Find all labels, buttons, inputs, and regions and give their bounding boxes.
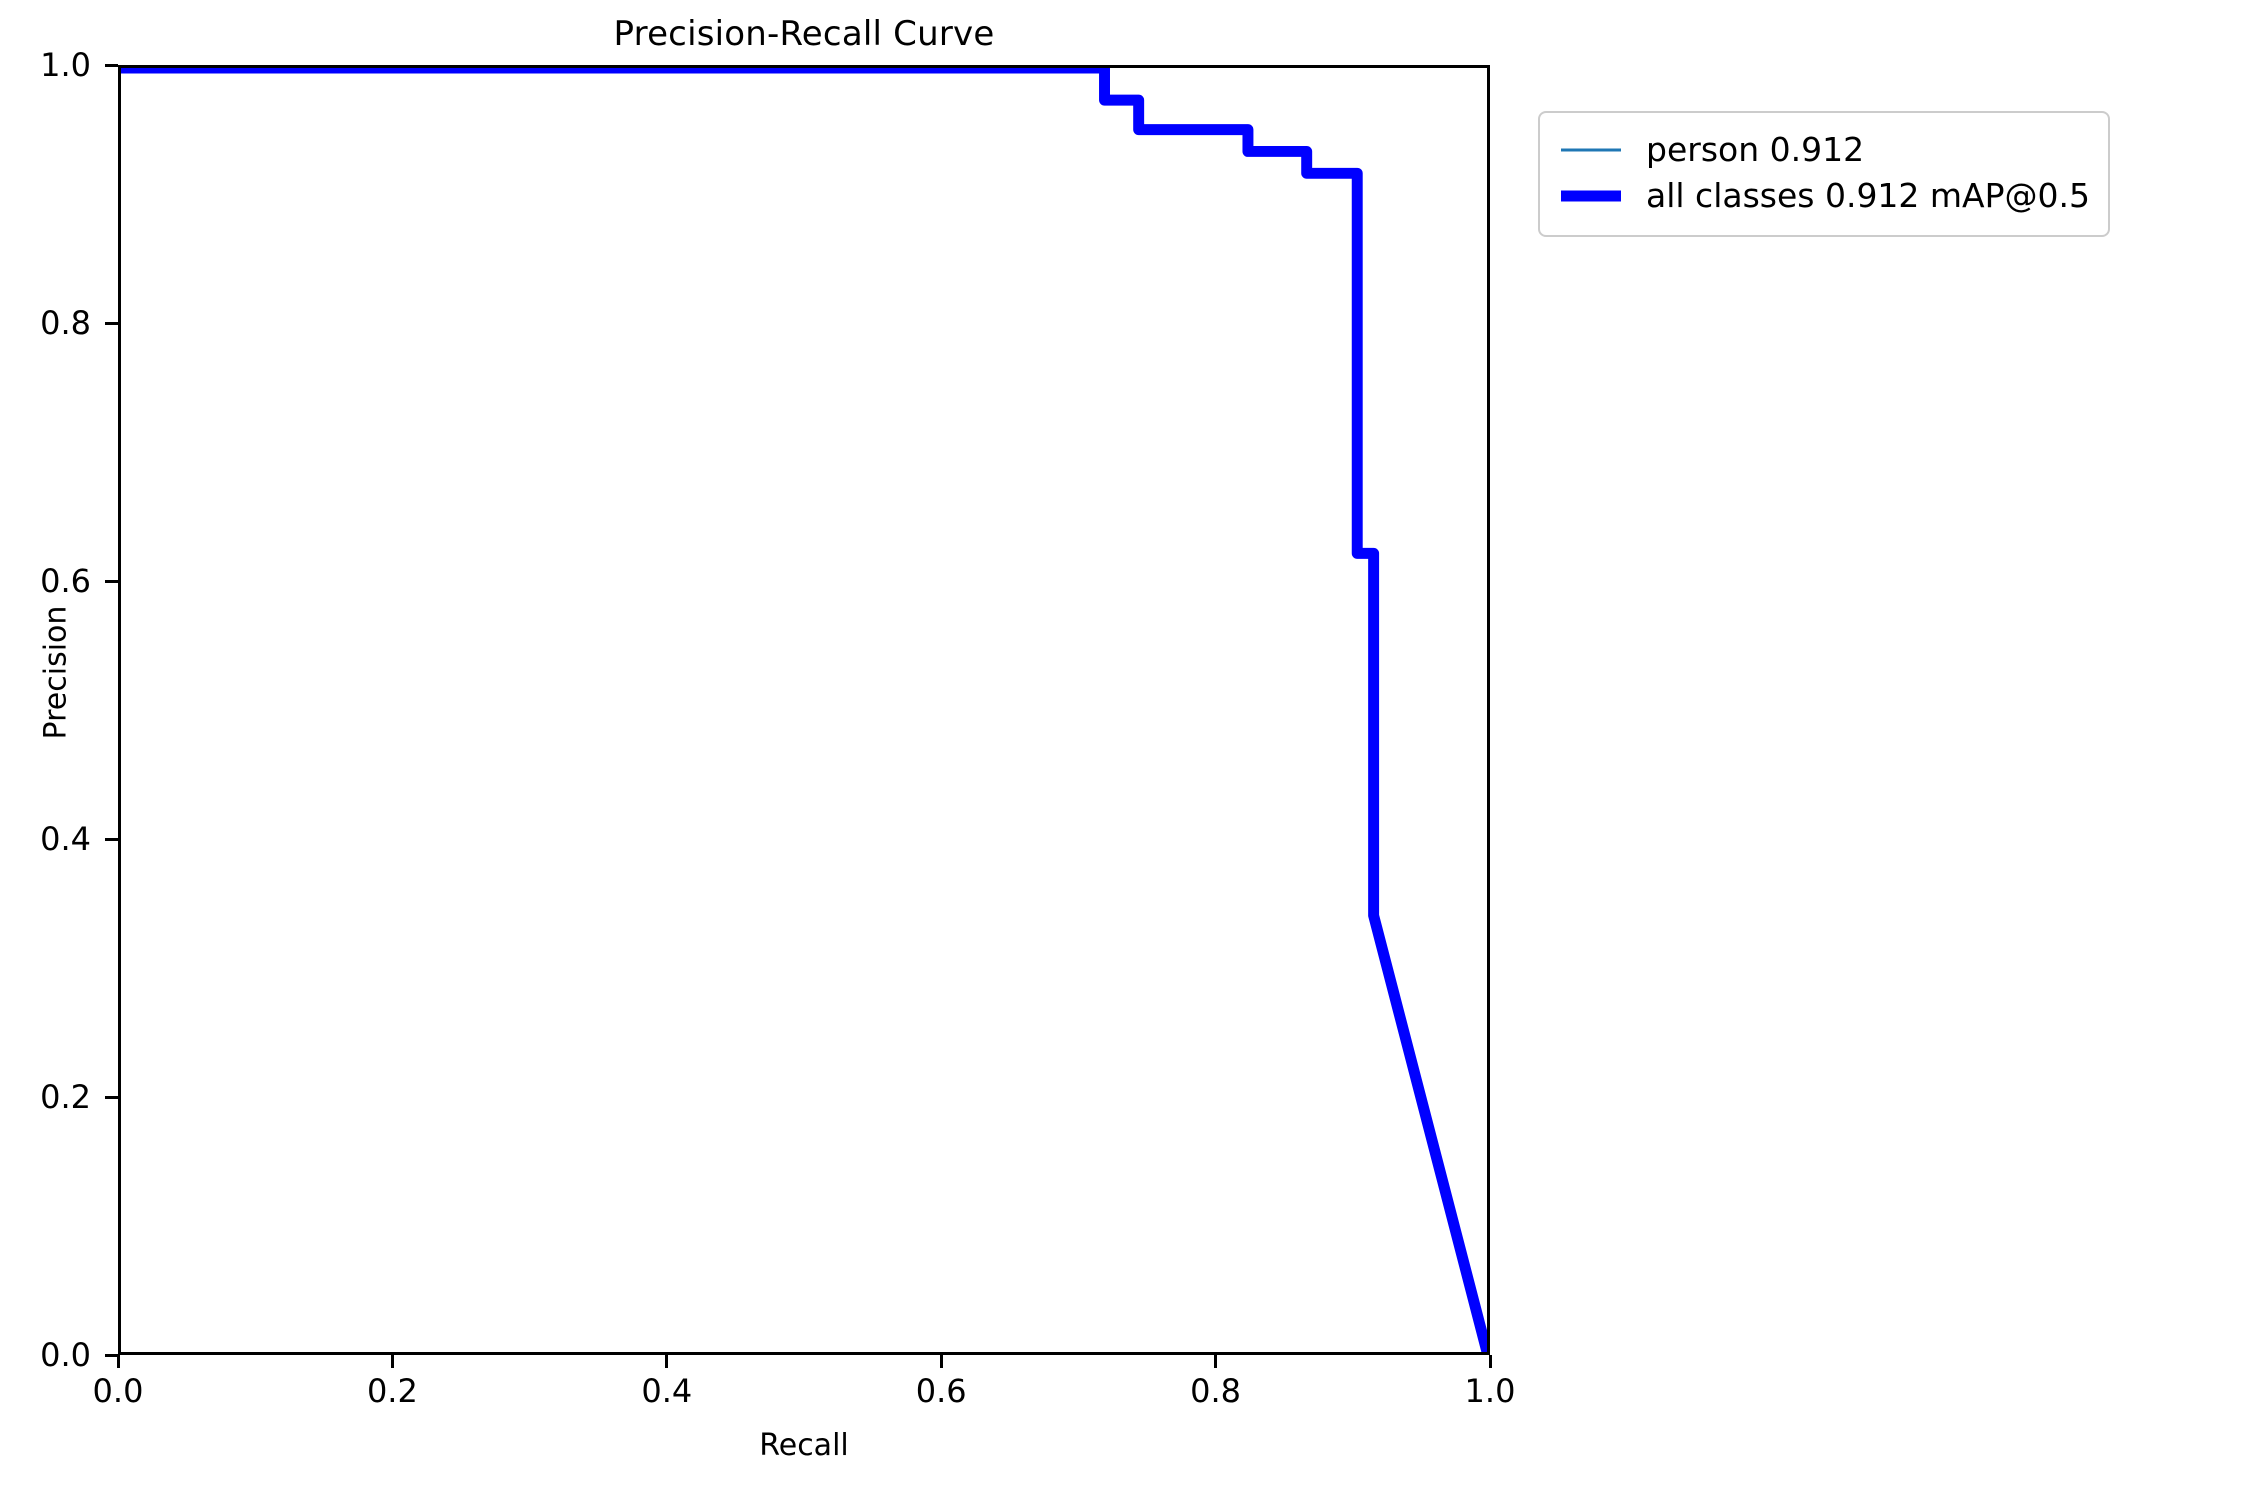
- legend-item-all-classes[interactable]: all classes 0.912 mAP@0.5: [1558, 173, 2090, 219]
- legend-item-person[interactable]: person 0.912: [1558, 127, 2090, 173]
- x-tick-label: 1.0: [1464, 1372, 1516, 1410]
- y-tick-mark: [105, 837, 118, 841]
- x-tick-label: 0.2: [366, 1372, 418, 1410]
- y-tick-mark: [105, 1353, 118, 1357]
- legend-label-person: person 0.912: [1646, 130, 1865, 169]
- y-tick-label: 0.4: [40, 820, 91, 858]
- x-tick-mark: [390, 1355, 394, 1368]
- y-tick-label: 0.6: [40, 562, 91, 600]
- page-title: Precision-Recall Curve: [613, 14, 995, 54]
- plot-area: [118, 65, 1490, 1355]
- legend-box: person 0.912 all classes 0.912 mAP@0.5: [1538, 111, 2111, 237]
- series-line-person: [121, 68, 1487, 1352]
- y-tick-mark: [105, 321, 118, 325]
- y-tick-label: 1.0: [40, 46, 91, 84]
- x-tick-mark: [1214, 1355, 1218, 1368]
- y-tick-label: 0.2: [40, 1078, 91, 1116]
- x-tick-label: 0.6: [915, 1372, 967, 1410]
- x-tick-mark: [939, 1355, 943, 1368]
- x-axis-label: Recall: [759, 1428, 849, 1463]
- y-tick-mark: [105, 63, 118, 67]
- y-tick-mark: [105, 579, 118, 583]
- legend-label-all-classes: all classes 0.912 mAP@0.5: [1646, 176, 2091, 215]
- y-tick-mark: [105, 1095, 118, 1099]
- x-tick-label: 0.4: [641, 1372, 693, 1410]
- x-tick-mark: [1488, 1355, 1492, 1368]
- line-swatch-icon: [1558, 188, 1624, 204]
- x-tick-mark: [116, 1355, 120, 1368]
- y-tick-label: 0.0: [40, 1336, 91, 1374]
- x-tick-label: 0.8: [1190, 1372, 1242, 1410]
- y-tick-label: 0.8: [40, 304, 91, 342]
- series-line-all-classes: [121, 68, 1487, 1352]
- curve-svg: [121, 68, 1487, 1352]
- y-axis-label: Precision: [38, 605, 74, 740]
- x-tick-mark: [665, 1355, 669, 1368]
- line-swatch-icon: [1558, 143, 1624, 157]
- x-tick-label: 0.0: [92, 1372, 144, 1410]
